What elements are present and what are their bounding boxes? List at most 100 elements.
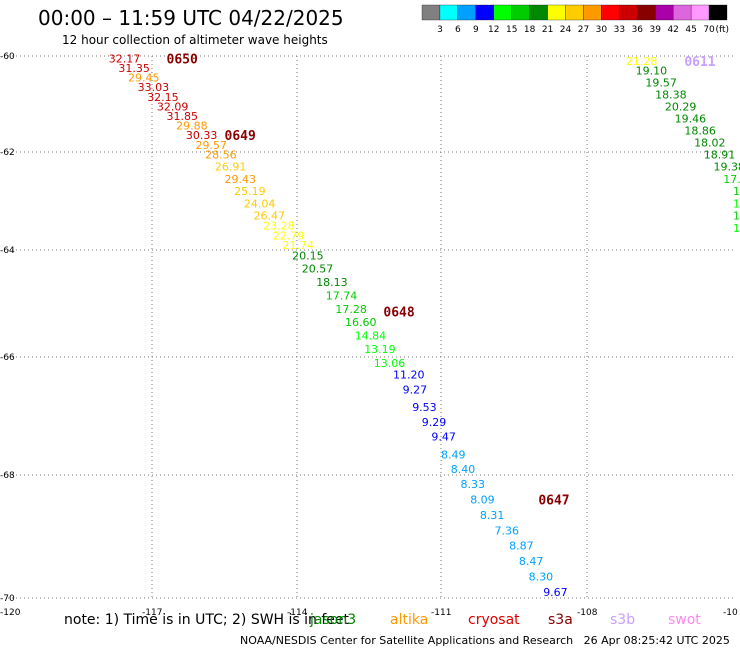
swh-value-label: 31.85	[167, 110, 199, 123]
swh-value-label: 14.84	[355, 330, 387, 343]
x-tick-label: -111	[431, 608, 451, 618]
y-tick-label: -60	[0, 52, 15, 62]
swh-value-label: 9.47	[431, 431, 456, 444]
swh-value-label: 7.36	[495, 524, 520, 537]
legend-jason3: jason3	[310, 612, 357, 628]
track-time-label: 0649	[225, 129, 256, 144]
swh-value-label: 11.20	[393, 369, 425, 382]
swh-value-label: 9.67	[543, 586, 568, 599]
y-tick-label: -66	[0, 353, 15, 363]
x-tick-label: -117	[142, 608, 162, 618]
colorbar-tick-label: 70	[703, 25, 715, 35]
colorbar-tick-label: 9	[473, 25, 479, 35]
swh-value-label: 8.33	[460, 478, 485, 491]
y-tick-label: -68	[0, 471, 15, 481]
swh-value-label: 9.27	[403, 383, 428, 396]
swh-value-label: 31.35	[118, 62, 149, 75]
swh-value-label: 24.04	[244, 197, 275, 210]
footer-credit: NOAA/NESDIS Center for Satellite Applica…	[240, 634, 730, 647]
swh-value-label: 19.10	[636, 64, 668, 77]
swh-value-label: 9.53	[412, 401, 437, 414]
y-tick-label: -64	[0, 246, 15, 256]
colorbar-swatch	[637, 4, 656, 21]
x-tick-label: -10	[723, 608, 738, 618]
swh-value-label: 20.57	[302, 263, 334, 276]
swh-value-label: 21.28	[626, 55, 658, 68]
swh-value-label: 18.02	[694, 136, 726, 149]
swh-value-label: 8.40	[451, 463, 476, 476]
swh-value-label: 8.09	[470, 494, 495, 507]
swh-value-label: 13.19	[364, 343, 396, 356]
colorbar-swatch	[547, 4, 566, 21]
swh-value-label: 26.47	[254, 210, 286, 223]
colorbar-swatch	[529, 4, 548, 21]
colorbar-swatch	[493, 4, 512, 21]
colorbar-tick-label: 27	[578, 25, 589, 35]
colorbar-swatch	[421, 4, 441, 21]
swh-value-label: 21.74	[283, 239, 315, 252]
chart-title: 00:00 – 11:59 UTC 04/22/2025	[38, 6, 344, 30]
swh-value-label: 30.33	[186, 129, 218, 142]
swh-value-label: 20.15	[292, 249, 324, 262]
swh-value-label: 1	[733, 222, 740, 235]
colorbar-swatch	[690, 4, 710, 21]
colorbar-tick-label: 30	[596, 25, 608, 35]
colorbar-swatch	[655, 4, 674, 21]
legend-swot: swot	[668, 612, 701, 628]
swh-value-label: 29.57	[196, 139, 228, 152]
colorbar-swatch	[439, 4, 459, 21]
swh-value-label: 26.91	[215, 161, 247, 174]
swh-value-label: 8.47	[519, 555, 544, 568]
colorbar-tick-label: 33	[614, 25, 625, 35]
track-time-label: 0647	[538, 494, 569, 509]
swh-value-label: 19.38	[714, 161, 740, 174]
legend-cryosat: cryosat	[468, 612, 520, 628]
swh-value-label: 29.45	[128, 72, 160, 85]
chart-grid	[8, 55, 733, 600]
footer-note: note: 1) Time is in UTC; 2) SWH is in fe…	[64, 612, 350, 628]
swh-value-label: 23.28	[263, 220, 295, 233]
colorbar-tick-label: 36	[632, 25, 644, 35]
swh-value-label: 14.3	[733, 197, 740, 210]
swh-value-label: 8.31	[480, 509, 505, 522]
y-tick-label: -62	[0, 148, 15, 158]
track-time-label: 0650	[167, 52, 198, 67]
colorbar-swatch	[511, 4, 530, 21]
swh-value-label: 16.60	[345, 316, 377, 329]
swh-value-label: 18.91	[704, 148, 736, 161]
swh-value-label: 28.56	[205, 148, 237, 161]
legend-s3b: s3b	[610, 612, 636, 628]
swh-value-label: 19.57	[645, 76, 677, 89]
swh-value-label: 13.06	[374, 357, 406, 370]
swh-value-label: 18.38	[655, 88, 687, 101]
track-time-labels: 0650 0649 0648 0647 0611	[167, 52, 716, 508]
colorbar-swatch	[565, 4, 584, 21]
swh-value-label: 17.28	[335, 303, 367, 316]
swh-value-label: 25.19	[234, 185, 266, 198]
swh-value-label: 16.	[733, 210, 740, 223]
colorbar-tick-label: 21	[542, 25, 553, 35]
swh-value-label: 15.50	[733, 185, 740, 198]
swh-value-label: 29.43	[225, 173, 257, 186]
swh-value-label: 29.88	[176, 120, 208, 133]
swh-value-label: 17.74	[326, 289, 358, 302]
swh-value-label: 8.49	[441, 448, 466, 461]
swh-value-label: 32.15	[147, 91, 179, 104]
track-time-label: 0611	[684, 55, 715, 70]
colorbar-unit-label: (ft)	[715, 25, 729, 35]
x-tick-label: -120	[0, 608, 21, 618]
swh-value-label: 20.29	[665, 100, 697, 113]
x-tick-label: -114	[287, 608, 308, 618]
colorbar-tick-label: 42	[667, 25, 678, 35]
colorbar-tick-label: 24	[560, 25, 572, 35]
swh-value-label: 18.86	[684, 124, 716, 137]
swh-value-label: 32.09	[157, 100, 189, 113]
legend-s3a: s3a	[548, 612, 573, 628]
colorbar-tick-label: 15	[506, 25, 517, 35]
swh-value-label: 17.44	[723, 173, 740, 186]
colorbar-tick-label: 39	[650, 25, 662, 35]
colorbar-swatch	[457, 4, 476, 21]
swh-value-label: 8.30	[529, 570, 554, 583]
colorbar-swatch	[601, 4, 620, 21]
